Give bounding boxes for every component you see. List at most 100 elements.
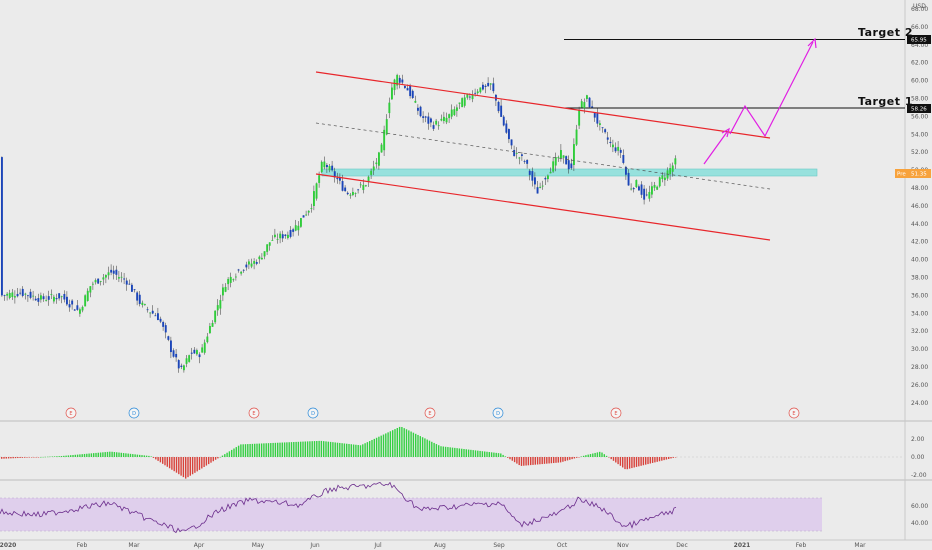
earnings-marker[interactable]: E	[248, 407, 260, 419]
candle-down	[281, 234, 284, 239]
candle-down	[622, 155, 625, 163]
dividend-marker[interactable]: D	[307, 407, 319, 419]
osc-bar	[520, 457, 523, 466]
candle-down	[284, 234, 287, 237]
candle-up	[414, 100, 417, 103]
candle-up	[315, 183, 318, 199]
osc-bar	[194, 457, 196, 473]
osc-tick-label: 0.00	[911, 454, 925, 461]
candle-up	[453, 109, 456, 115]
candle-down	[136, 292, 139, 301]
earnings-marker[interactable]: E	[788, 407, 800, 419]
candle-up	[279, 233, 282, 239]
candle-up	[307, 210, 310, 213]
candle-down	[167, 336, 170, 340]
osc-bar	[125, 453, 127, 457]
osc-bar	[536, 457, 539, 465]
channel-midline[interactable]	[315, 122, 771, 190]
osc-bar	[104, 452, 106, 457]
channel-upper-line[interactable]	[315, 71, 771, 139]
osc-bar	[332, 442, 334, 457]
osc-bar	[113, 452, 116, 457]
candle-up	[120, 276, 123, 278]
candle-down	[42, 296, 45, 300]
candle-down	[482, 84, 484, 90]
osc-bar	[290, 442, 293, 457]
candle-up	[232, 279, 235, 281]
osc-bar	[56, 456, 58, 457]
projection-path-2[interactable]	[729, 41, 814, 138]
osc-bar	[313, 441, 316, 457]
osc-bar	[467, 449, 470, 457]
x-tick-label: Nov	[617, 542, 629, 549]
candle-up	[323, 161, 326, 168]
candle-down	[588, 97, 591, 108]
channel-lower-line[interactable]	[315, 173, 771, 241]
candle-down	[619, 149, 622, 153]
candle-up	[630, 188, 633, 190]
currency-label: USD	[913, 3, 926, 10]
candle-down	[565, 156, 568, 165]
earnings-marker[interactable]: E	[610, 407, 622, 419]
time-axis[interactable]: 2020 Feb Mar Apr May Jun Jul Aug Sep Oct Nov Dec 202…	[0, 542, 866, 549]
price-scale[interactable]: 68.00 66.00 64.00 62.00 60.00 58.00 56.00 54.00…	[911, 6, 928, 527]
osc-bar	[17, 457, 19, 459]
candle-down	[528, 170, 531, 175]
osc-bar	[587, 454, 589, 457]
osc-bar	[454, 447, 456, 457]
osc-bar	[523, 457, 525, 466]
candle-down	[170, 340, 172, 353]
candle-down	[34, 298, 37, 301]
dividend-marker[interactable]: D	[128, 407, 140, 419]
candle-down	[125, 280, 128, 285]
osc-bar	[346, 443, 348, 457]
osc-bar	[511, 457, 513, 461]
osc-bar	[325, 441, 327, 457]
osc-bar	[553, 457, 555, 464]
osc-bar	[102, 452, 104, 457]
earnings-marker[interactable]: E	[424, 407, 436, 419]
candle-down	[326, 164, 328, 168]
candle-down	[487, 82, 490, 87]
current-price-value: 51.35	[911, 172, 927, 178]
candle-up	[352, 191, 354, 196]
support-zone[interactable]	[321, 168, 818, 177]
candle-up	[372, 166, 375, 171]
candle-down	[341, 181, 344, 191]
candle-up	[185, 358, 188, 364]
dividend-marker[interactable]: D	[492, 407, 504, 419]
osc-bar	[267, 443, 270, 457]
candle-down	[193, 349, 196, 354]
osc-bar	[371, 439, 373, 457]
osc-bar	[95, 452, 97, 457]
osc-bar	[272, 442, 274, 457]
osc-bar	[97, 452, 99, 457]
x-tick-label: Feb	[796, 542, 807, 549]
projection-path[interactable]	[703, 131, 728, 165]
candle-up	[661, 175, 664, 180]
candle-down	[432, 125, 435, 129]
oscillator-histogram	[1, 426, 677, 479]
candle-down	[159, 318, 162, 322]
candle-up	[32, 295, 35, 297]
osc-bar	[507, 457, 509, 458]
osc-bar	[674, 457, 677, 458]
osc-bar	[254, 443, 256, 457]
earnings-marker[interactable]: E	[65, 407, 77, 419]
osc-bar	[601, 452, 603, 457]
candle-up	[471, 95, 474, 100]
main-pane[interactable]	[0, 0, 904, 420]
candle-down	[417, 107, 419, 111]
osc-bar	[518, 457, 520, 466]
osc-bar	[449, 447, 451, 457]
candle-up	[448, 114, 451, 119]
candle-down	[409, 85, 412, 97]
candle-up	[328, 165, 331, 171]
osc-bar	[81, 454, 83, 457]
osc-bar	[412, 432, 415, 457]
osc-bar	[378, 436, 380, 457]
candle-up	[349, 194, 352, 196]
osc-bar	[398, 426, 401, 457]
candle-up	[240, 271, 243, 274]
